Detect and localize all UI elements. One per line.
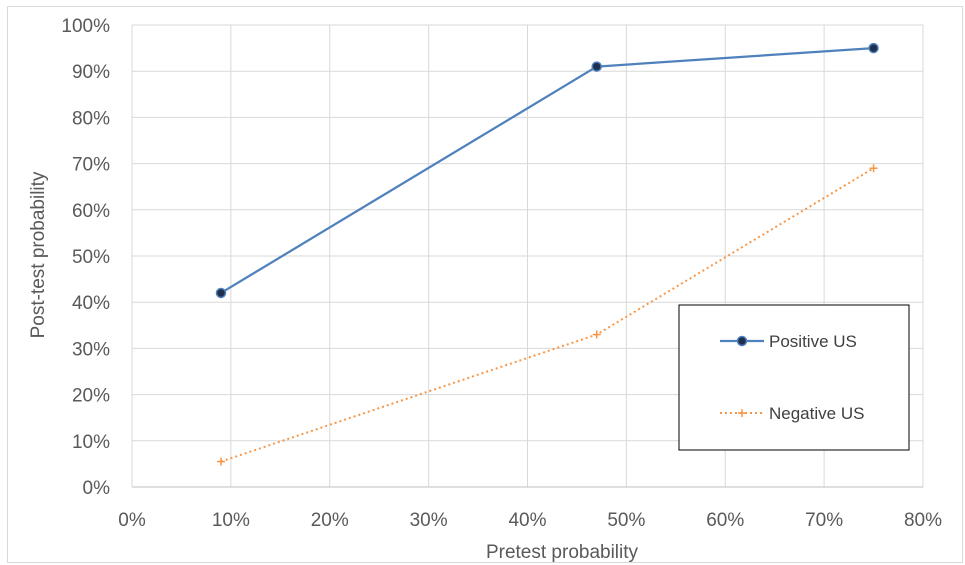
y-tick-label: 20% — [72, 386, 110, 407]
series-negative-us — [216, 164, 878, 466]
data-point-positive-us — [215, 287, 227, 299]
legend-item-positive-us: Positive US — [720, 332, 857, 351]
y-tick-label: 30% — [72, 339, 110, 360]
x-tick-label: 60% — [706, 510, 744, 531]
series-positive-us — [215, 42, 879, 299]
legend: Positive US Negative US — [678, 304, 910, 451]
y-tick-label: 90% — [72, 62, 110, 83]
chart-frame — [7, 6, 963, 563]
data-point-positive-us — [868, 42, 879, 54]
data-point-negative-us — [216, 457, 225, 466]
x-tick-label: 50% — [607, 510, 645, 531]
data-point-negative-us — [869, 164, 878, 173]
x-tick-label: 10% — [212, 510, 250, 531]
x-tick-label: 30% — [410, 510, 448, 531]
x-tick-label: 20% — [311, 510, 349, 531]
legend-label: Positive US — [769, 332, 857, 351]
y-tick-label: 10% — [72, 432, 110, 453]
y-tick-label: 60% — [72, 201, 110, 222]
legend-box — [678, 304, 910, 451]
x-tick-label: 0% — [118, 510, 146, 531]
axes: 0% 10% 20% 30% 40% 50% 60% 70% 80% 90% 100% 0% 10% 20… — [61, 16, 942, 531]
x-tick-label: 70% — [805, 510, 843, 531]
y-tick-label: 0% — [83, 478, 111, 499]
legend-marker — [738, 409, 746, 417]
data-point-negative-us — [592, 330, 601, 339]
y-tick-label: 70% — [72, 155, 110, 176]
x-tick-label: 80% — [904, 510, 942, 531]
data-point-positive-us — [591, 61, 602, 72]
y-tick-label: 40% — [72, 293, 110, 314]
y-tick-label: 50% — [72, 247, 110, 268]
y-tick-label: 80% — [72, 108, 110, 129]
series-layer — [215, 42, 879, 466]
legend-item-negative-us: Negative US — [720, 404, 864, 423]
x-tick-label: 40% — [508, 510, 546, 531]
y-tick-label: 100% — [61, 16, 110, 37]
x-axis-title: Pretest probability — [486, 542, 639, 563]
legend-marker — [736, 335, 748, 347]
legend-label: Negative US — [769, 404, 864, 423]
grid-lines — [132, 24, 924, 487]
y-axis-title: Post-test probability — [28, 171, 49, 338]
